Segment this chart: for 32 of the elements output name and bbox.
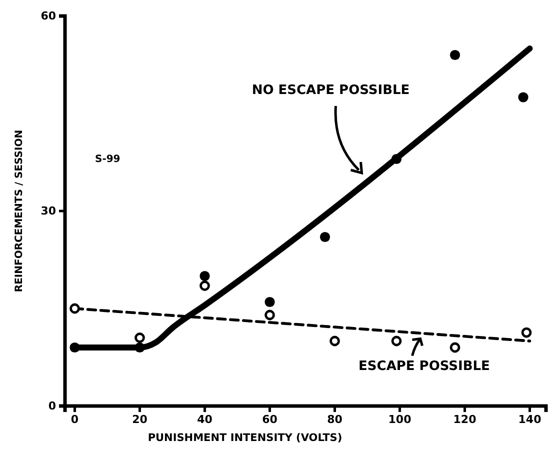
annotation: ESCAPE POSSIBLE [358, 358, 490, 374]
point [70, 303, 80, 314]
annotation: NO ESCAPE POSSIBLE [252, 83, 410, 98]
y-tick-label: 0 [48, 400, 56, 413]
x-tick-label: 140 [518, 412, 542, 426]
point [518, 92, 528, 102]
annotation: S-99 [95, 154, 120, 165]
point [70, 342, 80, 353]
x-tick-label: 60 [262, 412, 278, 426]
y-axis-title: REINFORCEMENTS / SESSION [14, 130, 25, 292]
point [521, 327, 532, 338]
x-tick-label: 0 [70, 412, 79, 426]
point [134, 342, 145, 353]
point [330, 336, 340, 346]
y-tick-label: 60 [40, 10, 56, 23]
x-tick-label: 100 [388, 412, 412, 426]
point [391, 154, 402, 164]
point [450, 50, 460, 60]
point [264, 296, 275, 308]
point [200, 270, 210, 282]
x-tick-label: 120 [453, 412, 477, 426]
x-tick-label: 40 [197, 412, 213, 426]
y-tick-label: 30 [40, 204, 56, 218]
point [200, 280, 210, 291]
point [264, 310, 275, 320]
point [134, 332, 145, 343]
x-tick-label: 80 [327, 412, 343, 426]
point [320, 232, 330, 242]
point [450, 342, 460, 353]
x-tick-label: 20 [132, 412, 148, 426]
point [391, 336, 402, 346]
x-axis-title: PUNISHMENT INTENSITY (VOLTS) [148, 432, 342, 444]
